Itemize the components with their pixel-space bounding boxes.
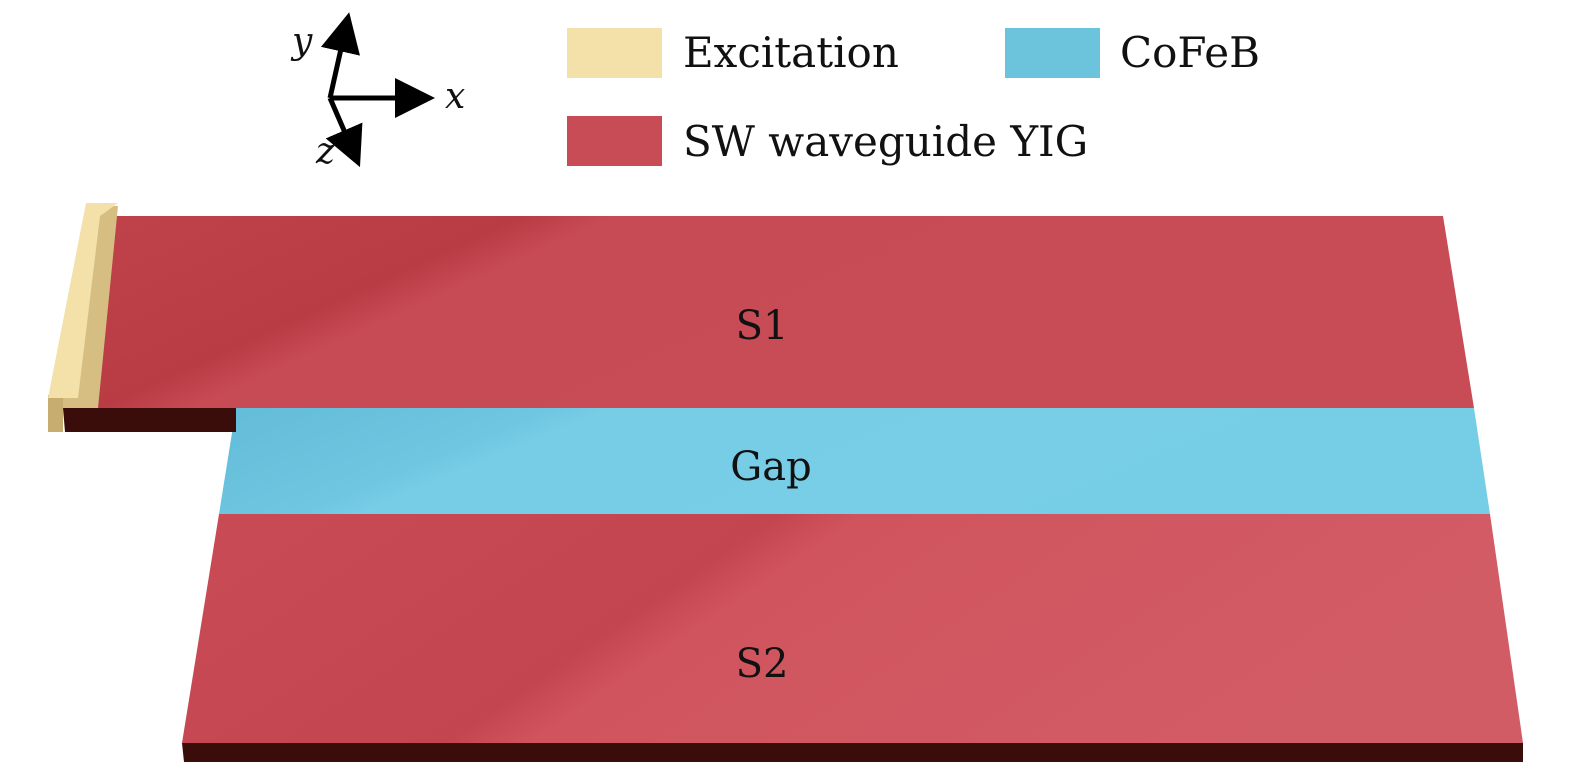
excitation-antenna <box>48 203 118 432</box>
excitation-front-face <box>48 395 63 432</box>
gap-label: Gap <box>730 444 811 490</box>
s2-top-face <box>182 514 1523 743</box>
x-axis-label: x <box>445 76 465 117</box>
s2-label: S2 <box>736 641 789 687</box>
gap-top-face <box>219 408 1490 514</box>
legend-swatch-excitation <box>567 28 662 78</box>
s2-front-edge <box>182 743 1523 762</box>
legend-label-excitation: Excitation <box>683 28 899 77</box>
s1-front-edge <box>63 408 236 432</box>
legend-swatch-yig <box>567 116 662 166</box>
legend-label-cofeb: CoFeB <box>1120 28 1260 77</box>
excitation-top-face <box>48 203 118 398</box>
legend: Excitation CoFeB SW waveguide YIG <box>567 28 1260 166</box>
y-axis-arrow <box>320 12 360 99</box>
axis-triad: x y z <box>290 12 465 172</box>
s2-waveguide: S2 <box>182 514 1523 762</box>
z-axis-label: z <box>315 131 336 172</box>
s1-waveguide: S1 <box>63 216 1474 432</box>
s1-label: S1 <box>736 303 789 349</box>
s1-top-face <box>63 216 1474 408</box>
legend-label-yig: SW waveguide YIG <box>683 117 1088 166</box>
z-axis-arrow <box>325 97 363 168</box>
y-axis-label: y <box>290 21 313 62</box>
gap-cofeb: Gap <box>219 408 1490 514</box>
legend-swatch-cofeb <box>1005 28 1100 78</box>
